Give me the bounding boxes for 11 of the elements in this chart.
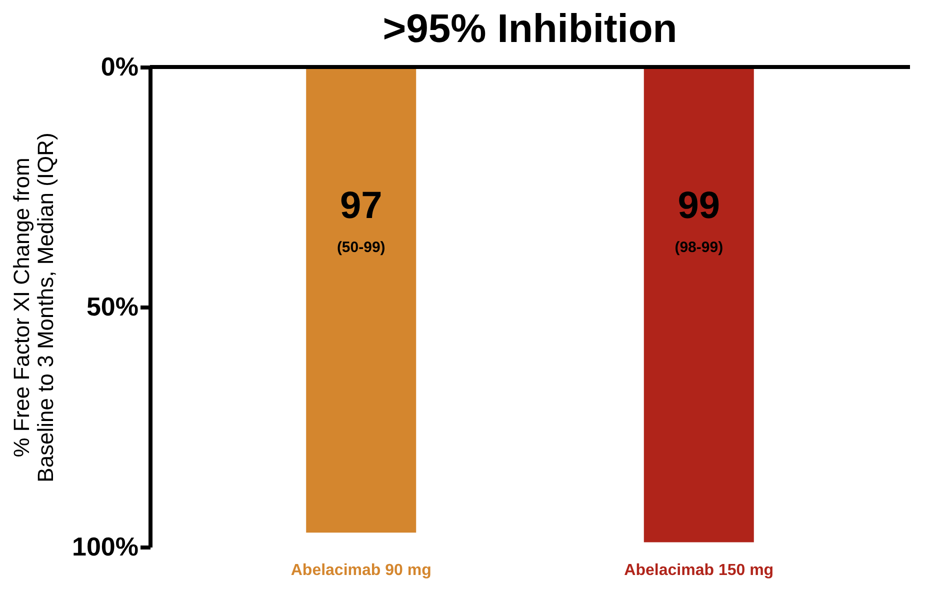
y-axis-title: % Free Factor XI Change from Baseline to 3 Months, Median (IQR): [9, 132, 58, 482]
y-tick-label: 50%: [86, 292, 138, 322]
annotation: (50-99): [336, 239, 386, 256]
x-tick-label: Abelacimab 90 mg: [290, 562, 432, 579]
chart-title: >95% Inhibition: [382, 7, 678, 51]
x-tick-label: Abelacimab 150 mg: [624, 562, 774, 579]
y-tick-label: 100%: [72, 532, 138, 562]
annotation: (98-99): [674, 239, 724, 256]
y-tick-label: 0%: [100, 52, 138, 82]
data-label: 97: [340, 185, 382, 227]
data-label: 99: [678, 185, 720, 227]
